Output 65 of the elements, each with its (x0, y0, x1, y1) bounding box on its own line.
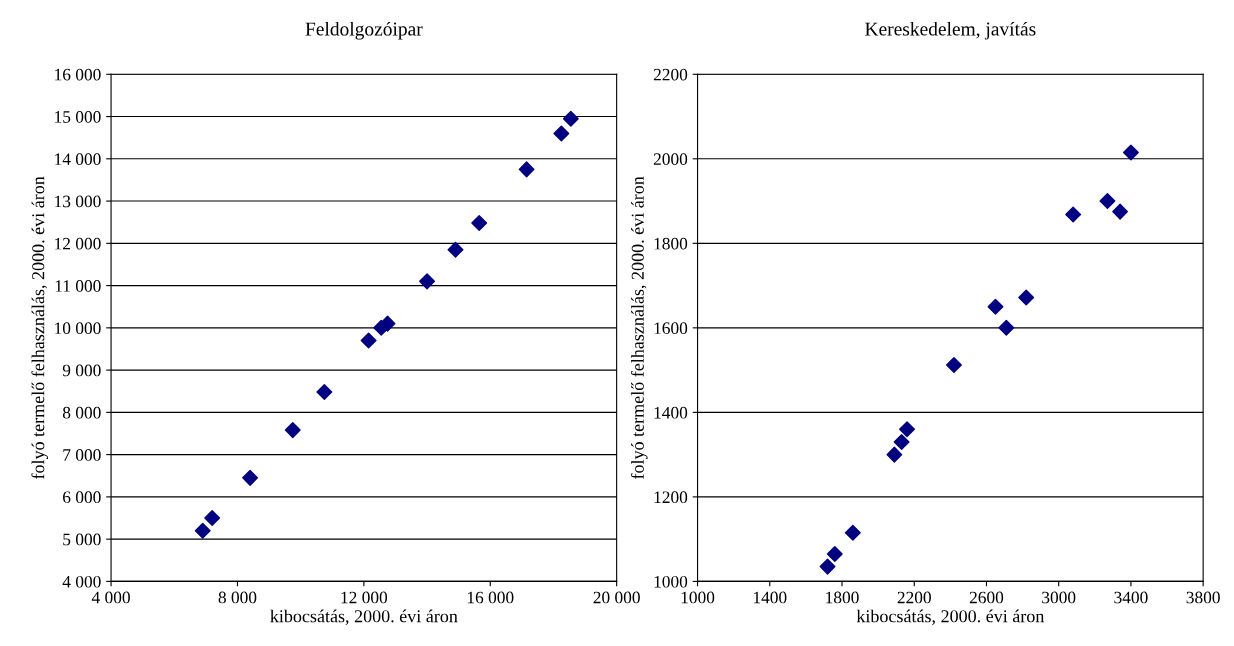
chart-title: Feldolgozóipar (305, 21, 423, 40)
point (419, 273, 436, 290)
x-tick-label: 1800 (826, 591, 859, 604)
x-tick-label: 12 000 (341, 591, 388, 604)
y-tick-label: 1400 (654, 406, 688, 419)
y-tick-label: 2200 (653, 68, 688, 81)
x-tick-label: 3800 (1186, 591, 1220, 604)
y-tick-label: 6 000 (63, 491, 101, 504)
y-tick-label: 14 000 (55, 153, 101, 165)
point (1018, 289, 1035, 306)
y-tick-label: 4 000 (62, 575, 101, 588)
y-tick-label: 1600 (654, 322, 688, 335)
y-tick-label: 5 000 (63, 533, 101, 546)
point (360, 332, 377, 349)
y-tick-label: 8 000 (62, 406, 101, 419)
point (893, 433, 910, 450)
point (518, 161, 535, 178)
point (826, 545, 843, 562)
x-axis-title: kibocsátás, 2000. évi áron (270, 609, 458, 625)
y-tick-label: 2000 (653, 153, 688, 165)
point (819, 558, 836, 575)
point (987, 298, 1004, 315)
x-tick-label: 3400 (1114, 591, 1148, 604)
y-tick-label: 1200 (654, 491, 688, 504)
point (899, 421, 915, 438)
point (471, 215, 488, 232)
y-tick-label: 10 000 (55, 322, 101, 335)
point (194, 522, 211, 539)
y-tick-label: 7 000 (63, 449, 101, 461)
x-tick-label: 20 000 (593, 591, 640, 604)
y-tick-label: 11 000 (55, 280, 101, 292)
y-tick-label: 16 000 (55, 68, 101, 81)
y-tick-label: 13 000 (55, 195, 101, 208)
point (1099, 193, 1116, 210)
point (1122, 144, 1139, 161)
point (316, 384, 333, 401)
x-axis-title: kibocsátás, 2000. évi áron (856, 609, 1045, 625)
x-tick-label: 2200 (897, 591, 931, 604)
x-tick-label: 1400 (753, 591, 787, 604)
point (562, 110, 579, 127)
point (284, 422, 301, 439)
y-tick-label: 15 000 (55, 111, 101, 123)
x-tick-label: 2600 (969, 591, 1004, 604)
x-tick-label: 16 000 (467, 591, 514, 604)
y-tick-label: 12 000 (55, 237, 101, 250)
y-tick-label: 1000 (654, 575, 688, 588)
y-tick-label: 1800 (654, 237, 688, 250)
point (998, 319, 1015, 336)
y-tick-label: 9 000 (62, 364, 101, 377)
x-tick-label: 8 000 (218, 591, 257, 604)
point (447, 241, 464, 258)
x-tick-label: 3000 (1042, 591, 1076, 604)
x-tick-label: 1000 (681, 591, 715, 604)
point (242, 469, 259, 486)
point (1065, 206, 1082, 223)
x-tick-label: 4 000 (91, 591, 130, 604)
point (844, 524, 861, 541)
point (553, 125, 570, 142)
y-axis-title: folyó termelő felhasználás, 2000. évi áron (31, 176, 49, 479)
y-axis-title: folyó termelő felhasználás, 2000. évi áron (630, 176, 648, 479)
point (204, 510, 221, 526)
point (886, 446, 903, 463)
chart-title: Kereskedelem, javítás (865, 21, 1036, 40)
point (1112, 203, 1129, 220)
point (945, 357, 962, 374)
